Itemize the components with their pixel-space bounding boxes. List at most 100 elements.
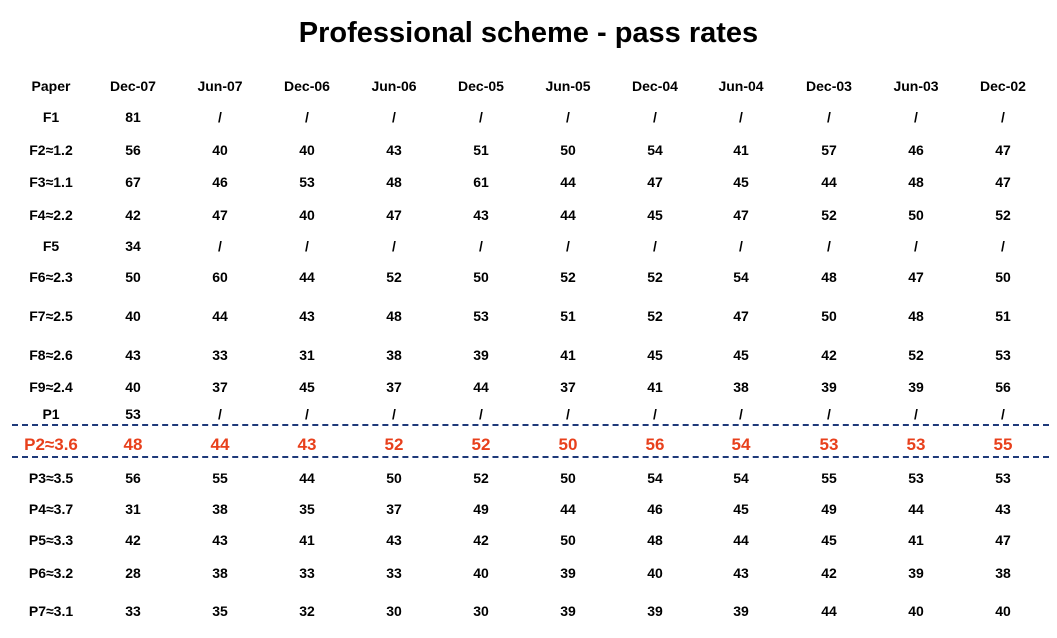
- rate-cell: 47: [995, 532, 1011, 548]
- rate-cell: 45: [733, 347, 749, 363]
- paper-cell: F3≈1.1: [29, 174, 73, 190]
- rate-cell: 39: [908, 379, 924, 395]
- rate-cell: 49: [821, 501, 837, 517]
- rate-cell: 47: [386, 207, 402, 223]
- rate-cell: 45: [821, 532, 837, 548]
- rate-cell: 44: [560, 207, 576, 223]
- rate-cell: 41: [733, 142, 749, 158]
- rate-cell: 45: [299, 379, 315, 395]
- rate-cell: 40: [473, 565, 489, 581]
- rate-cell: 50: [125, 269, 141, 285]
- rate-cell: /: [914, 238, 918, 254]
- rate-cell: 42: [125, 207, 141, 223]
- rate-cell: 52: [647, 269, 663, 285]
- highlight-divider-bottom: [12, 456, 1049, 458]
- rate-cell: 55: [993, 435, 1013, 454]
- rate-cell: 30: [473, 603, 489, 619]
- rate-cell: 40: [125, 308, 141, 324]
- rate-cell: 48: [821, 269, 837, 285]
- rate-cell: Jun-05: [545, 78, 591, 94]
- table-row: F9≈2.4 40 37 45 37 44 37 41 38 39 39 56: [0, 375, 1057, 399]
- rate-cell: /: [392, 238, 396, 254]
- rate-cell: 33: [386, 565, 402, 581]
- rate-cell: 48: [386, 308, 402, 324]
- rate-cell: 44: [560, 174, 576, 190]
- rate-cell: 47: [908, 269, 924, 285]
- rate-cell: 52: [473, 470, 489, 486]
- rate-cell: 56: [125, 142, 141, 158]
- rate-cell: 41: [299, 532, 315, 548]
- rate-cell: 34: [125, 238, 141, 254]
- rate-cell: 39: [821, 379, 837, 395]
- rate-cell: /: [739, 238, 743, 254]
- rate-cell: 50: [473, 269, 489, 285]
- rate-cell: 43: [733, 565, 749, 581]
- rate-cell: 44: [299, 269, 315, 285]
- rate-cell: 33: [212, 347, 228, 363]
- rate-cell: 46: [212, 174, 228, 190]
- rate-cell: Dec-03: [806, 78, 852, 94]
- rate-cell: 52: [821, 207, 837, 223]
- rate-cell: 40: [647, 565, 663, 581]
- rate-cell: 52: [647, 308, 663, 324]
- paper-cell: F1: [42, 109, 60, 125]
- rate-cell: 51: [560, 308, 576, 324]
- rate-cell: 33: [299, 565, 315, 581]
- rate-cell: 39: [560, 565, 576, 581]
- rate-cell: /: [218, 238, 222, 254]
- paper-cell: F6≈2.3: [29, 269, 73, 285]
- rate-cell: /: [479, 238, 483, 254]
- rate-cell: 50: [560, 142, 576, 158]
- rate-cell: 39: [647, 603, 663, 619]
- table-row: F2≈1.2 56 40 40 43 51 50 54 41 57 46 47: [0, 138, 1057, 162]
- rate-cell: 44: [821, 174, 837, 190]
- rate-cell: 43: [299, 308, 315, 324]
- paper-cell: P7≈3.1: [28, 603, 74, 619]
- rate-cell: 37: [386, 501, 402, 517]
- table-row: P7≈3.1 33 35 32 30 30 39 39 39 44 40 40: [0, 599, 1057, 623]
- rate-cell: 42: [821, 565, 837, 581]
- rate-cell: /: [305, 406, 309, 422]
- rate-cell: 81: [125, 109, 141, 125]
- rate-cell: 44: [473, 379, 489, 395]
- rate-cell: 67: [125, 174, 141, 190]
- rate-cell: 37: [212, 379, 228, 395]
- rate-cell: 52: [995, 207, 1011, 223]
- rate-cell: Dec-04: [632, 78, 678, 94]
- rate-cell: 50: [560, 470, 576, 486]
- rate-cell: 40: [299, 207, 315, 223]
- rate-cell: 40: [212, 142, 228, 158]
- rate-cell: Dec-06: [284, 78, 330, 94]
- rate-cell: 46: [647, 501, 663, 517]
- rate-cell: 46: [908, 142, 924, 158]
- rate-cell: /: [566, 109, 570, 125]
- table-row: F5 34 / / / / / / / / / /: [0, 234, 1057, 258]
- rate-cell: 44: [908, 501, 924, 517]
- rate-cell: Jun-03: [893, 78, 939, 94]
- paper-cell: F9≈2.4: [29, 379, 73, 395]
- table-row: P4≈3.7 31 38 35 37 49 44 46 45 49 44 43: [0, 497, 1057, 521]
- rate-cell: 44: [560, 501, 576, 517]
- rate-cell: Jun-07: [197, 78, 243, 94]
- rate-cell: 53: [995, 470, 1011, 486]
- rate-cell: 43: [995, 501, 1011, 517]
- table-row: F1 81 / / / / / / / / / /: [0, 105, 1057, 129]
- rate-cell: 53: [125, 406, 141, 422]
- rate-cell: 48: [908, 308, 924, 324]
- rate-cell: 43: [297, 435, 317, 454]
- rate-cell: 40: [299, 142, 315, 158]
- rate-cell: 48: [647, 532, 663, 548]
- rate-cell: 30: [386, 603, 402, 619]
- rate-cell: 35: [299, 501, 315, 517]
- rate-cell: 38: [212, 501, 228, 517]
- rate-cell: Jun-06: [371, 78, 417, 94]
- paper-cell: P2≈3.6: [24, 435, 78, 454]
- rate-cell: 42: [125, 532, 141, 548]
- rate-cell: 41: [560, 347, 576, 363]
- rate-cell: /: [827, 238, 831, 254]
- rate-cell: 50: [908, 207, 924, 223]
- table-row: F4≈2.2 42 47 40 47 43 44 45 47 52 50 52: [0, 203, 1057, 227]
- rate-cell: /: [479, 109, 483, 125]
- rate-cell: 52: [471, 435, 491, 454]
- rate-cell: /: [1001, 406, 1005, 422]
